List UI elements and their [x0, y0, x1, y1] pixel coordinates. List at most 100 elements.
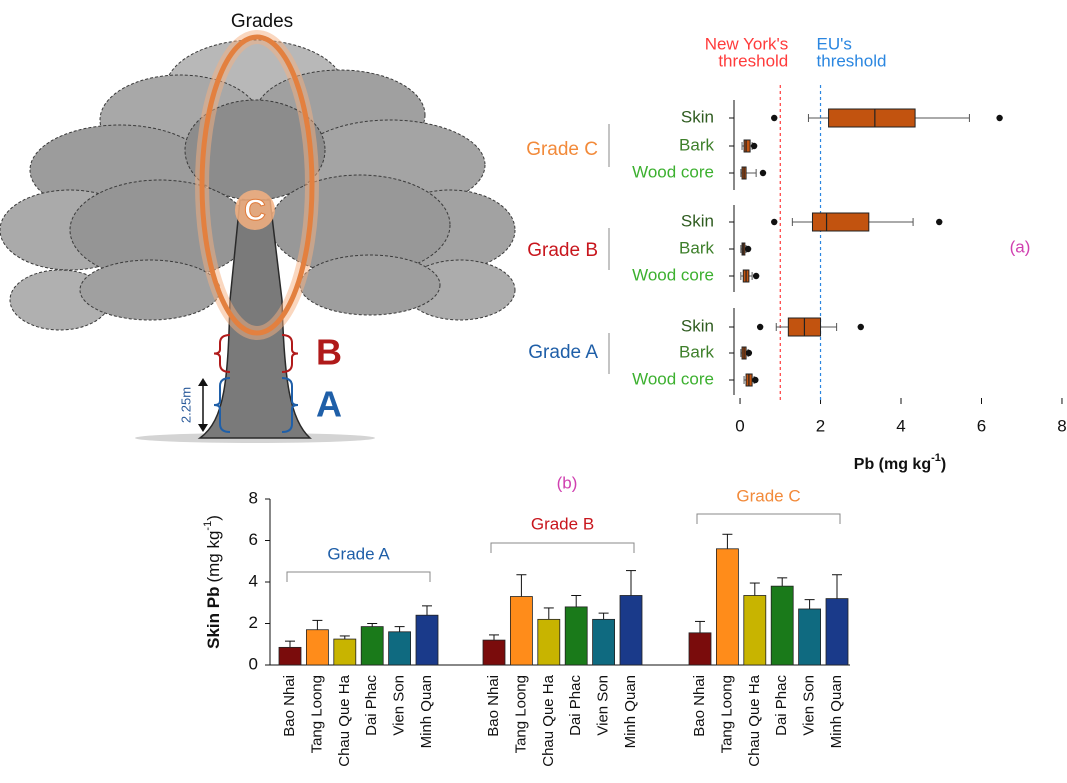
category-label: Bark [679, 135, 714, 154]
bar [279, 647, 301, 665]
bar [826, 599, 848, 665]
x-tick-label: Vien Son [391, 675, 408, 736]
x-tick-label: Dai Phac [567, 675, 584, 736]
threshold-label: threshold [718, 51, 788, 70]
x-tick-label: Tang Loong [718, 675, 735, 753]
canopy [80, 260, 220, 320]
x-tick-label: 2 [816, 416, 825, 435]
category-label: Wood core [632, 369, 714, 388]
outlier [996, 115, 1002, 121]
category-label: Skin [681, 316, 714, 335]
y-tick-label: 4 [249, 571, 258, 590]
y-tick-label: 0 [249, 654, 258, 673]
outlier [757, 324, 763, 330]
y-tick-label: 6 [249, 530, 258, 549]
group-label: Grade B [527, 240, 598, 261]
bar [483, 640, 505, 665]
category-label: Bark [679, 342, 714, 361]
group-label: Grade B [531, 514, 594, 533]
x-axis-label-sup: -1 [931, 452, 941, 464]
y-axis-label-end: ) [204, 515, 223, 521]
canopy [300, 255, 440, 315]
outlier [751, 143, 757, 149]
panel-label: (a) [1010, 237, 1031, 256]
x-axis-label-text: Pb (mg kg [854, 456, 931, 473]
x-tick-label: Dai Phac [363, 675, 380, 736]
x-tick-label: Bao Nhai [691, 675, 708, 737]
x-axis-label: Pb (mg kg-1) [854, 452, 946, 473]
x-tick-label: Vien Son [801, 675, 818, 736]
bar [771, 586, 793, 665]
x-tick-label: Chau Que Ha [336, 674, 353, 766]
bar [620, 595, 642, 665]
group-bracket [491, 543, 634, 553]
bar [716, 549, 738, 665]
box [812, 213, 868, 231]
group-label: Grade C [736, 486, 800, 505]
group-bracket [287, 572, 430, 582]
grade-c-letter: C [244, 194, 266, 227]
y-axis-label-text: (mg kg [204, 531, 223, 583]
grade-a-letter: A [316, 384, 342, 425]
x-axis-label-end: ) [941, 456, 946, 473]
category-label: Skin [681, 211, 714, 230]
category-label: Wood core [632, 162, 714, 181]
outlier [771, 115, 777, 121]
bar [744, 595, 766, 665]
tree-illustration: C BA 2.25m [0, 37, 515, 443]
x-tick-label: Bao Nhai [485, 675, 502, 737]
outlier [936, 219, 942, 225]
outlier [752, 377, 758, 383]
illustration-title: Grades [231, 11, 293, 32]
x-tick-label: Minh Quan [622, 675, 639, 748]
bar [799, 609, 821, 665]
group-label: Grade A [327, 544, 390, 563]
outlier [760, 170, 766, 176]
group-label: Grade C [526, 139, 598, 160]
page: CBA2.25m Grades Pb (mg kg-1) (a) (b) Ski… [0, 0, 1067, 783]
grade-b-letter: B [316, 332, 342, 373]
x-tick-label: Vien Son [595, 675, 612, 736]
x-tick-label: Bao Nhai [281, 675, 298, 737]
x-tick-label: 0 [735, 416, 744, 435]
bar [334, 639, 356, 665]
outlier [746, 350, 752, 356]
x-tick-label: 4 [896, 416, 905, 435]
bar [416, 615, 438, 665]
box [744, 140, 750, 152]
category-label: Bark [679, 238, 714, 257]
x-tick-label: Tang Loong [512, 675, 529, 753]
bar [510, 597, 532, 665]
x-tick-label: Chau Que Ha [540, 674, 557, 766]
bar [538, 619, 560, 665]
x-tick-label: Minh Quan [828, 675, 845, 748]
outlier [771, 219, 777, 225]
y-axis-label-sup: -1 [202, 521, 214, 531]
group-label: Grade A [528, 342, 598, 363]
x-tick-label: Chau Que Ha [746, 674, 763, 766]
x-tick-label: 8 [1057, 416, 1066, 435]
x-tick-label: Tang Loong [308, 675, 325, 753]
bar [593, 619, 615, 665]
y-tick-label: 8 [249, 488, 258, 507]
height-label: 2.25m [178, 387, 193, 423]
x-tick-label: 6 [977, 416, 986, 435]
outlier [753, 273, 759, 279]
threshold-label: threshold [817, 51, 887, 70]
bar [361, 627, 383, 665]
group-bracket [697, 514, 840, 524]
y-tick-label: 2 [249, 613, 258, 632]
bar [689, 633, 711, 665]
figure: CBA2.25m Grades Pb (mg kg-1) (a) (b) Ski… [0, 0, 1067, 783]
box [829, 109, 916, 127]
bar [389, 632, 411, 665]
bar [306, 630, 328, 665]
category-label: Skin [681, 107, 714, 126]
category-label: Wood core [632, 265, 714, 284]
y-axis-label: Skin Pb (mg kg-1) [202, 515, 224, 649]
panel-label: (b) [557, 473, 578, 492]
x-tick-label: Minh Quan [418, 675, 435, 748]
outlier [745, 246, 751, 252]
outlier [858, 324, 864, 330]
y-axis-label-bold: Skin Pb [204, 587, 223, 649]
